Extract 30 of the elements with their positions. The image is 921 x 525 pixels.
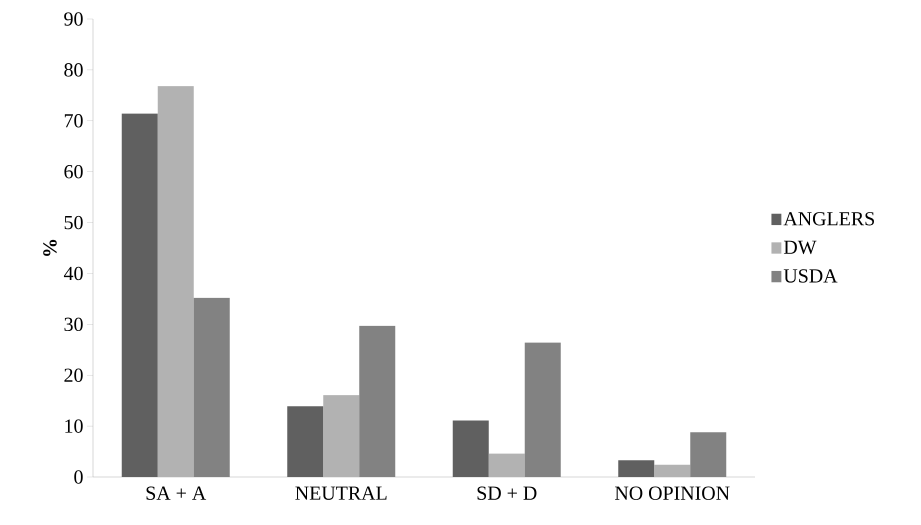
y-tick-label: 80 (64, 63, 83, 77)
bar (690, 432, 726, 477)
bar (452, 420, 489, 477)
x-tick-label: NO OPINION (614, 486, 730, 500)
y-tick-label: 40 (64, 266, 83, 280)
x-tick-label: SA + A (146, 486, 206, 500)
bar (359, 326, 396, 477)
legend-label: ANGLERS (784, 212, 874, 226)
bar (287, 406, 324, 477)
bar (488, 454, 525, 477)
y-tick-label: 10 (65, 419, 83, 433)
y-tick-label: 60 (64, 164, 83, 178)
y-tick-label: 20 (64, 368, 83, 382)
y-tick-label: 30 (64, 318, 83, 332)
bar (654, 464, 690, 477)
y-axis-title: % (43, 240, 57, 256)
bar (194, 298, 230, 477)
bar (524, 342, 561, 477)
x-tick-label: SD + D (478, 486, 536, 500)
bar (618, 460, 654, 477)
x-tick-label: NEUTRAL (295, 486, 387, 500)
y-tick-label: 50 (64, 216, 83, 230)
y-tick-label: 70 (64, 114, 83, 128)
bar (158, 86, 194, 477)
legend-label: DW (784, 240, 816, 254)
legend-label: USDA (784, 269, 838, 283)
y-tick-label: 0 (74, 470, 83, 484)
y-tick-label: 90 (64, 12, 83, 26)
bar (323, 395, 360, 477)
bar (122, 114, 158, 477)
